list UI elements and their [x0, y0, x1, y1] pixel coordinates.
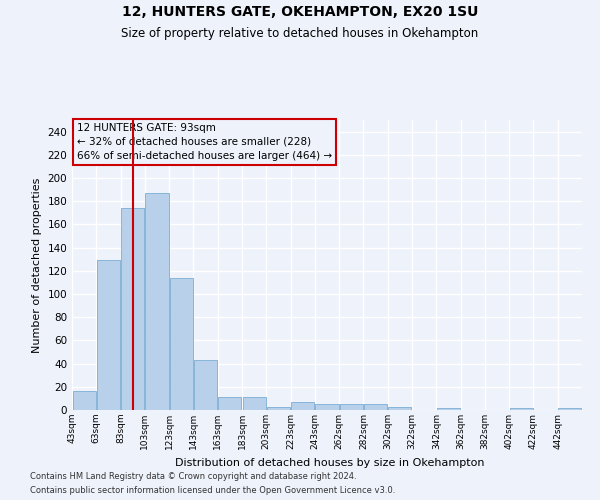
- Bar: [340, 404, 363, 410]
- Bar: [170, 278, 193, 410]
- Text: Contains public sector information licensed under the Open Government Licence v3: Contains public sector information licen…: [30, 486, 395, 495]
- Text: 12 HUNTERS GATE: 93sqm
← 32% of detached houses are smaller (228)
66% of semi-de: 12 HUNTERS GATE: 93sqm ← 32% of detached…: [77, 123, 332, 161]
- Bar: [364, 404, 387, 410]
- Bar: [437, 408, 460, 410]
- Text: Contains HM Land Registry data © Crown copyright and database right 2024.: Contains HM Land Registry data © Crown c…: [30, 472, 356, 481]
- Bar: [267, 406, 290, 410]
- Text: Size of property relative to detached houses in Okehampton: Size of property relative to detached ho…: [121, 28, 479, 40]
- Bar: [97, 260, 120, 410]
- Bar: [388, 406, 412, 410]
- Bar: [194, 360, 217, 410]
- Bar: [145, 193, 169, 410]
- Bar: [559, 408, 581, 410]
- Bar: [510, 408, 533, 410]
- Bar: [291, 402, 314, 410]
- Bar: [242, 397, 266, 410]
- Bar: [218, 397, 241, 410]
- Bar: [316, 404, 338, 410]
- Bar: [73, 392, 95, 410]
- Y-axis label: Number of detached properties: Number of detached properties: [32, 178, 42, 352]
- Text: 12, HUNTERS GATE, OKEHAMPTON, EX20 1SU: 12, HUNTERS GATE, OKEHAMPTON, EX20 1SU: [122, 5, 478, 19]
- Text: Distribution of detached houses by size in Okehampton: Distribution of detached houses by size …: [175, 458, 485, 468]
- Bar: [121, 208, 144, 410]
